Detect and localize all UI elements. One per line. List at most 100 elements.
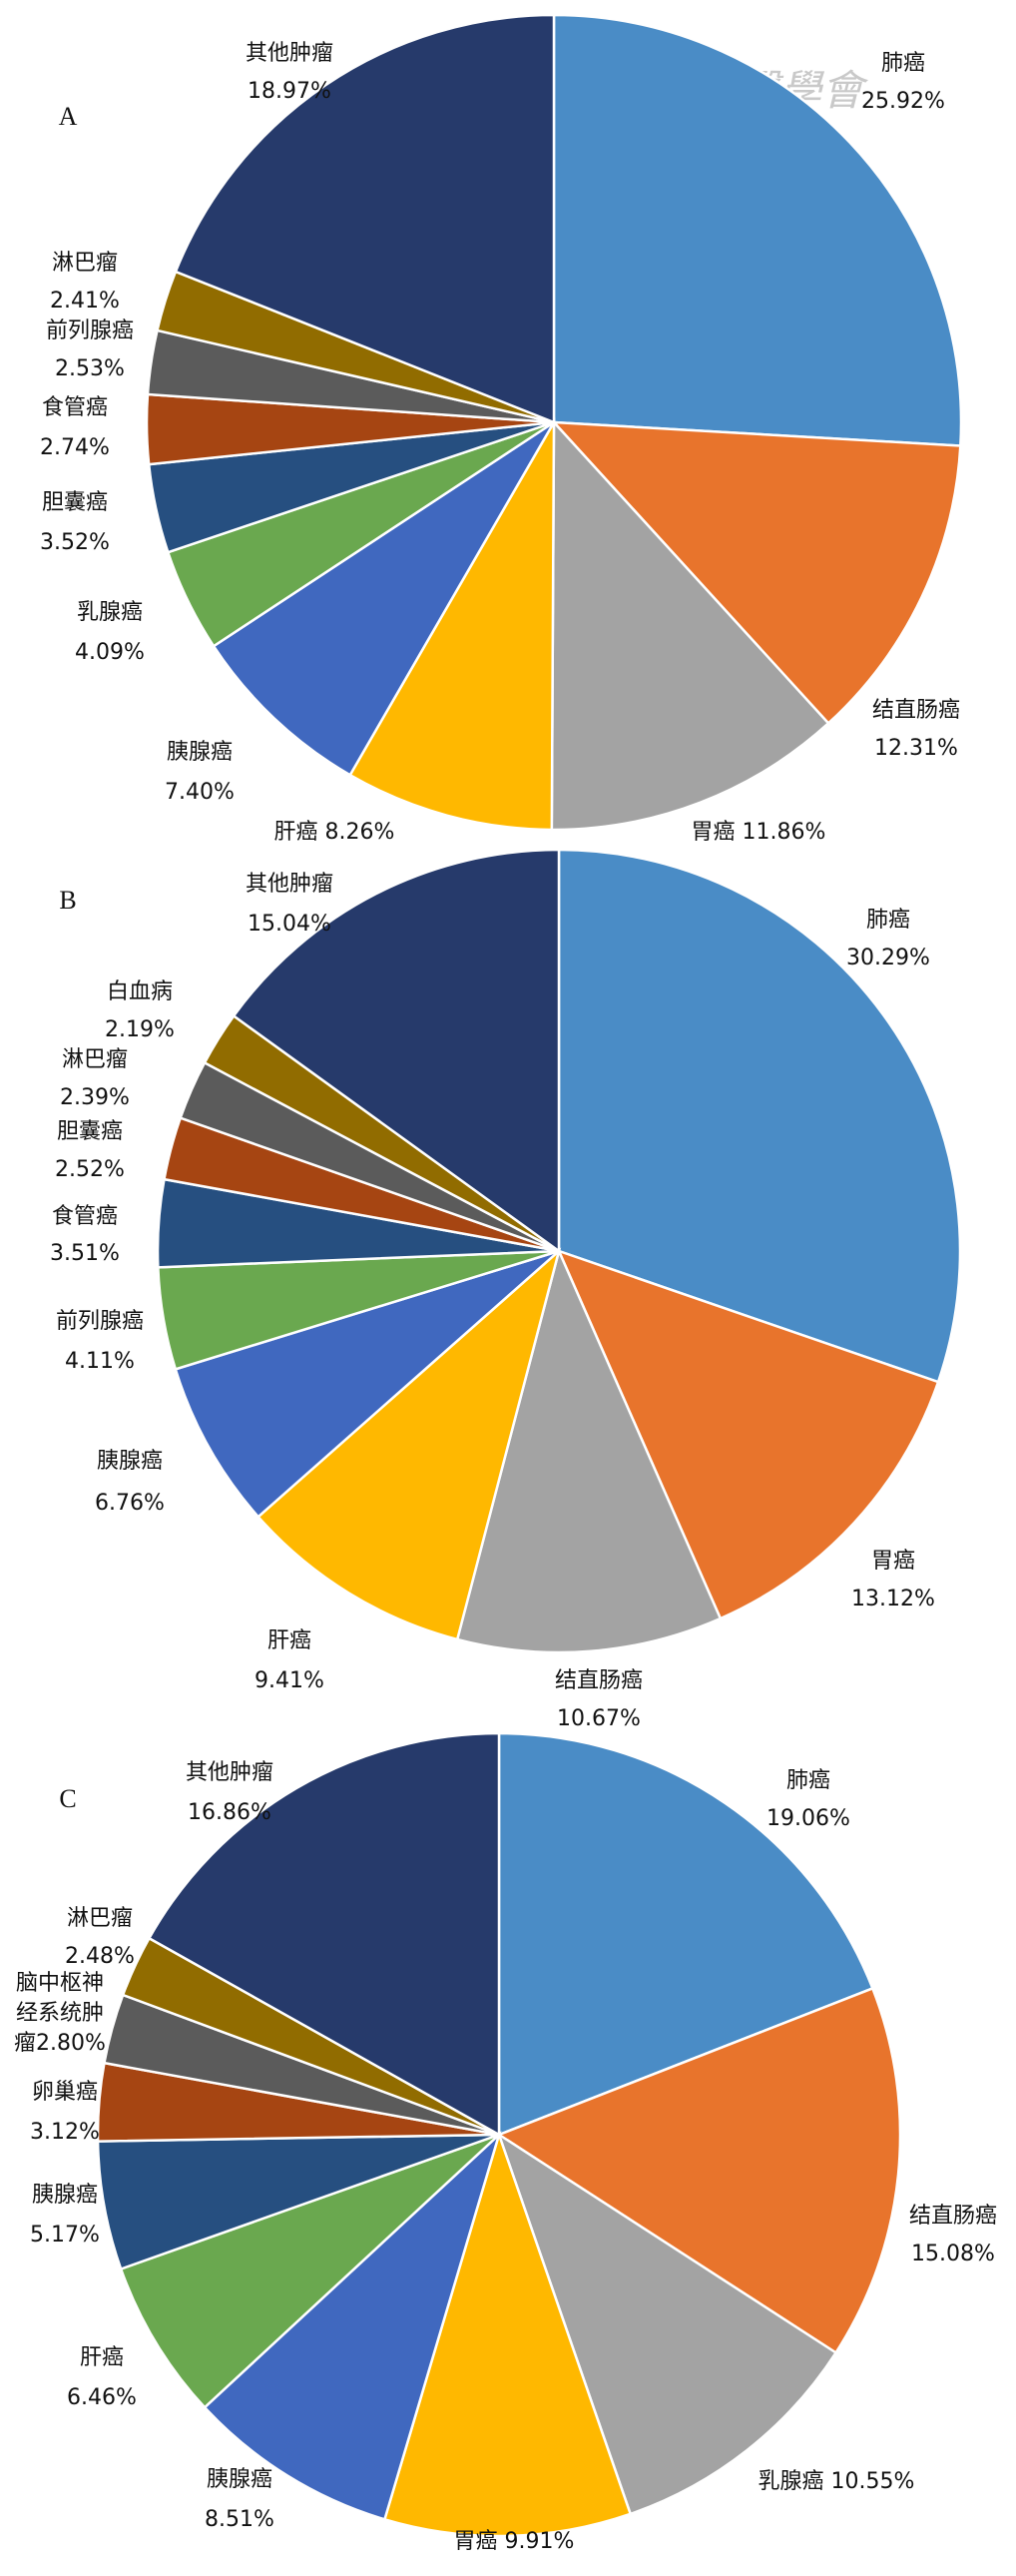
slice-label-value: 16.86% <box>188 1800 271 1825</box>
slice-label: 胰腺癌 8.51% <box>205 2467 274 2532</box>
slice-label-value: 13.12% <box>851 1587 935 1611</box>
slice-label-name: 肺癌 <box>881 51 925 76</box>
slice-label-name: 胰腺癌 <box>207 2467 272 2492</box>
slice-label-name: 淋巴瘤 <box>52 251 118 276</box>
pie-slice <box>203 2130 502 2521</box>
slice-label-name: 其他肿瘤 <box>246 872 333 897</box>
pie-slice <box>557 848 962 1384</box>
slice-label-name: 胃癌 9.91% <box>454 2529 575 2554</box>
slice-label-value: 3.12% <box>30 2120 100 2145</box>
slice-label-value: 2.74% <box>40 435 110 460</box>
slice-label-name: 食管癌 <box>52 1204 118 1229</box>
pie-slice <box>382 2130 633 2538</box>
slice-label: 结直肠癌 12.31% <box>872 698 960 761</box>
slice-label: 肝癌 6.46% <box>67 2345 137 2410</box>
slice-label: 食管癌 2.74% <box>40 395 110 460</box>
slice-label-name: 前列腺癌 <box>46 319 134 343</box>
slice-label-name: 胆囊癌 <box>57 1119 123 1144</box>
slice-label-value: 6.76% <box>95 1491 165 1516</box>
slice-label-value: 8.51% <box>205 2507 274 2532</box>
slice-label-value: 4.11% <box>65 1349 135 1374</box>
slice-label-value: 3.52% <box>40 530 110 555</box>
slice-label-value: 25.92% <box>861 89 945 114</box>
slice-label-name: 结直肠癌 <box>555 1668 643 1693</box>
slice-label-name: 卵巢癌 <box>32 2080 98 2105</box>
slice-label-value: 6.46% <box>67 2385 137 2410</box>
slice-label-name: 胃癌 11.86% <box>692 820 826 845</box>
pie-slice <box>496 2131 838 2516</box>
slice-label-name: 前列腺癌 <box>56 1309 144 1334</box>
pie-slice <box>232 848 561 1254</box>
pie-slice <box>147 1731 501 2138</box>
slice-label: 前列腺癌 4.11% <box>56 1309 144 1374</box>
slice-label-name: 其他肿瘤 <box>186 1760 273 1785</box>
slice-label-name: 食管癌 <box>42 395 108 420</box>
slice-label-value: 经系统肿 <box>16 2001 104 2026</box>
pie-slice <box>497 1731 874 2137</box>
slice-label-name: 淋巴瘤 <box>62 1047 128 1072</box>
slice-label-value: 3.51% <box>50 1241 120 1266</box>
panel-letter: C <box>59 1784 76 1813</box>
slice-label: 卵巢癌 3.12% <box>30 2080 100 2145</box>
slice-label: 其他肿瘤 15.04% <box>246 872 333 937</box>
slice-label: 前列腺癌 2.53% <box>46 319 134 381</box>
slice-label-name: 胰腺癌 <box>97 1449 163 1474</box>
pie-slice <box>348 417 556 832</box>
slice-label-name: 胆囊癌 <box>42 490 108 515</box>
slice-label-name: 结直肠癌 <box>872 698 960 723</box>
slice-label-value: 7.40% <box>165 780 235 805</box>
slice-label-name: 胃癌 <box>871 1549 915 1574</box>
slice-label-value: 2.48% <box>65 1944 135 1969</box>
slice-label: 胆囊癌 3.52% <box>40 490 110 555</box>
slice-label: 胰腺癌 7.40% <box>165 740 235 805</box>
slice-label-value: 2.39% <box>60 1085 130 1110</box>
slice-label: 肺癌 19.06% <box>766 1768 850 1831</box>
slice-label-name: 肝癌 <box>267 1628 311 1653</box>
slice-label: 肺癌 25.92% <box>861 51 945 114</box>
slice-label: 肺癌 30.29% <box>846 908 930 970</box>
slice-label-value: 2.53% <box>55 356 125 381</box>
slice-label: 胰腺癌 6.76% <box>95 1449 165 1516</box>
pie-slice <box>174 13 556 424</box>
slice-label: 乳腺癌 4.09% <box>75 600 145 665</box>
pie-slice <box>550 418 830 832</box>
charts-root: A 肺癌 25.92% 结直肠癌 12.31% 胃癌 11.86% 肝癌 8.26% 胰腺癌 7… <box>14 13 997 2554</box>
slice-label: 白血病 2.19% <box>105 979 175 1042</box>
slice-label-value: 4.09% <box>75 640 145 665</box>
slice-label-value: 30.29% <box>846 946 930 970</box>
pie-chart-a: A 肺癌 25.92% 结直肠癌 12.31% 胃癌 11.86% 肝癌 8.26% 胰腺癌 7… <box>40 13 963 845</box>
slice-label: 食管癌 3.51% <box>50 1204 120 1266</box>
slice-label-name: 肝癌 <box>80 2345 124 2370</box>
slice-label-name: 胰腺癌 <box>32 2183 98 2208</box>
slice-label: 胃癌 13.12% <box>851 1549 935 1611</box>
slice-label-name: 结直肠癌 <box>909 2204 997 2229</box>
slice-label-value: 15.08% <box>911 2242 995 2266</box>
slice-label-name: 淋巴瘤 <box>67 1906 133 1931</box>
slice-label: 胃癌 9.91% <box>454 2529 575 2554</box>
slice-label-value: 15.04% <box>248 912 331 937</box>
slice-label-name: 白血病 <box>107 979 173 1004</box>
slice-label: 结直肠癌 10.67% <box>555 1668 643 1731</box>
slice-label: 淋巴瘤 2.39% <box>60 1047 130 1110</box>
pie-slice <box>455 1247 723 1654</box>
slice-label: 肝癌 8.26% <box>274 820 395 845</box>
slice-label: 其他肿瘤 18.97% <box>246 41 333 104</box>
panel-letter: B <box>59 886 76 915</box>
slice-label-value: 5.17% <box>30 2223 100 2248</box>
pie-slice <box>174 1249 560 1519</box>
pie-slice <box>552 13 963 447</box>
slice-label-value: 9.41% <box>254 1668 324 1693</box>
slice-label-name: 胰腺癌 <box>167 740 233 765</box>
slice-label-value: 2.19% <box>105 1017 175 1042</box>
slice-label-name: 肝癌 8.26% <box>274 820 395 845</box>
slice-label-name: 脑中枢神 <box>16 1971 104 1996</box>
slice-label-value: 2.52% <box>55 1157 125 1182</box>
slice-label-name: 肺癌 <box>866 908 910 933</box>
slice-label: 淋巴瘤 2.48% <box>65 1906 135 1969</box>
slice-label-value: 19.06% <box>766 1806 850 1831</box>
slice-label: 乳腺癌 10.55% <box>759 2469 915 2494</box>
pie-slice <box>212 420 556 777</box>
slice-label-name: 其他肿瘤 <box>246 41 333 66</box>
